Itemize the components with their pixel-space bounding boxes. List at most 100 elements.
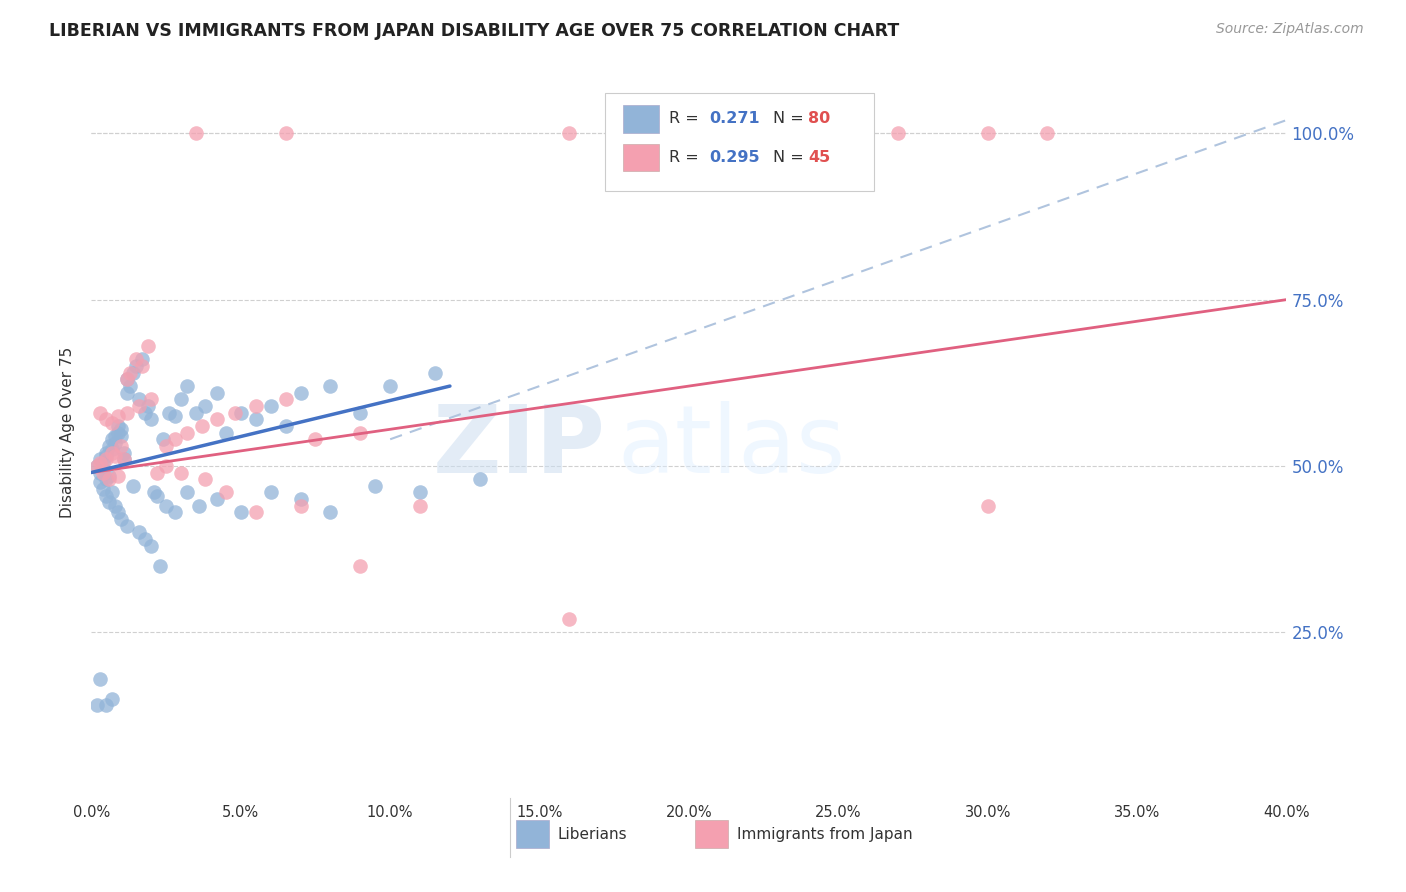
Point (128, 525, 150, 540)
Point (215, 425, 238, 440)
Point (409, 499, 432, 513)
Point (134, 406, 156, 420)
Point (184, 406, 207, 420)
Point (141, 392, 163, 407)
Point (191, 419, 214, 434)
Point (93, 462, 115, 476)
Point (224, 406, 246, 420)
Point (120, 379, 142, 393)
Point (290, 492, 312, 507)
Point (96, 445, 118, 459)
Point (349, 425, 371, 440)
Point (205, 492, 228, 507)
Point (101, 416, 124, 430)
Point (122, 479, 145, 493)
Point (115, 372, 138, 386)
Point (128, 392, 150, 407)
Point (101, 442, 124, 457)
Point (96, 412, 118, 426)
Point (149, 558, 172, 573)
Point (98, 495, 121, 509)
Bar (623, 105, 659, 133)
Point (104, 429, 127, 443)
Text: 0.271: 0.271 (709, 112, 759, 127)
Point (364, 479, 387, 493)
Point (194, 472, 217, 486)
Point (122, 366, 145, 380)
Point (274, 419, 297, 434)
Point (887, 127, 910, 141)
Point (143, 485, 166, 500)
Bar (695, 821, 728, 848)
Point (86, 458, 108, 473)
Point (155, 499, 177, 513)
Text: N =: N = (773, 112, 808, 127)
Point (319, 505, 342, 519)
Y-axis label: Disability Age Over 75: Disability Age Over 75 (60, 347, 76, 518)
Point (115, 406, 138, 420)
Point (205, 412, 228, 426)
Point (245, 505, 267, 519)
Point (468, 472, 491, 486)
Point (229, 406, 252, 420)
Point (107, 425, 129, 440)
Point (107, 505, 129, 519)
Point (205, 385, 228, 400)
Text: atlas: atlas (617, 401, 845, 493)
Point (86, 458, 108, 473)
Point (558, 612, 581, 626)
Point (115, 518, 138, 533)
Point (274, 392, 297, 407)
Point (96, 698, 118, 713)
Point (141, 539, 163, 553)
Point (558, 127, 581, 141)
Point (131, 352, 153, 367)
Point (304, 432, 326, 446)
Point (349, 406, 371, 420)
Point (259, 485, 281, 500)
Point (112, 445, 135, 459)
Point (423, 366, 446, 380)
Text: LIBERIAN VS IMMIGRANTS FROM JAPAN DISABILITY AGE OVER 75 CORRELATION CHART: LIBERIAN VS IMMIGRANTS FROM JAPAN DISABI… (49, 22, 900, 40)
Point (93, 482, 115, 496)
Point (115, 372, 138, 386)
Point (194, 399, 217, 413)
Point (107, 468, 129, 483)
Point (409, 485, 432, 500)
Text: 45: 45 (808, 150, 831, 165)
Point (170, 466, 193, 480)
Point (245, 412, 267, 426)
Point (136, 339, 159, 353)
Point (89, 466, 111, 480)
Point (89, 672, 111, 686)
Point (1036, 127, 1059, 141)
Point (215, 485, 238, 500)
Point (125, 352, 148, 367)
Point (101, 691, 124, 706)
Point (89, 456, 111, 470)
Point (104, 449, 127, 463)
Point (152, 432, 174, 446)
Point (112, 452, 135, 467)
Point (98, 472, 121, 486)
Point (110, 512, 132, 526)
Point (98, 468, 121, 483)
Text: R =: R = (669, 112, 703, 127)
Point (89, 406, 111, 420)
Text: Source: ZipAtlas.com: Source: ZipAtlas.com (1216, 22, 1364, 37)
Point (96, 452, 118, 467)
Point (184, 127, 207, 141)
Point (146, 489, 169, 503)
Point (89, 475, 111, 490)
Point (131, 359, 153, 373)
Bar (516, 821, 550, 848)
Point (101, 445, 124, 459)
Point (259, 399, 281, 413)
Text: N =: N = (773, 150, 808, 165)
Point (115, 385, 138, 400)
Point (134, 532, 156, 546)
Point (155, 439, 177, 453)
Point (107, 419, 129, 434)
Point (155, 458, 177, 473)
Point (89, 452, 111, 467)
